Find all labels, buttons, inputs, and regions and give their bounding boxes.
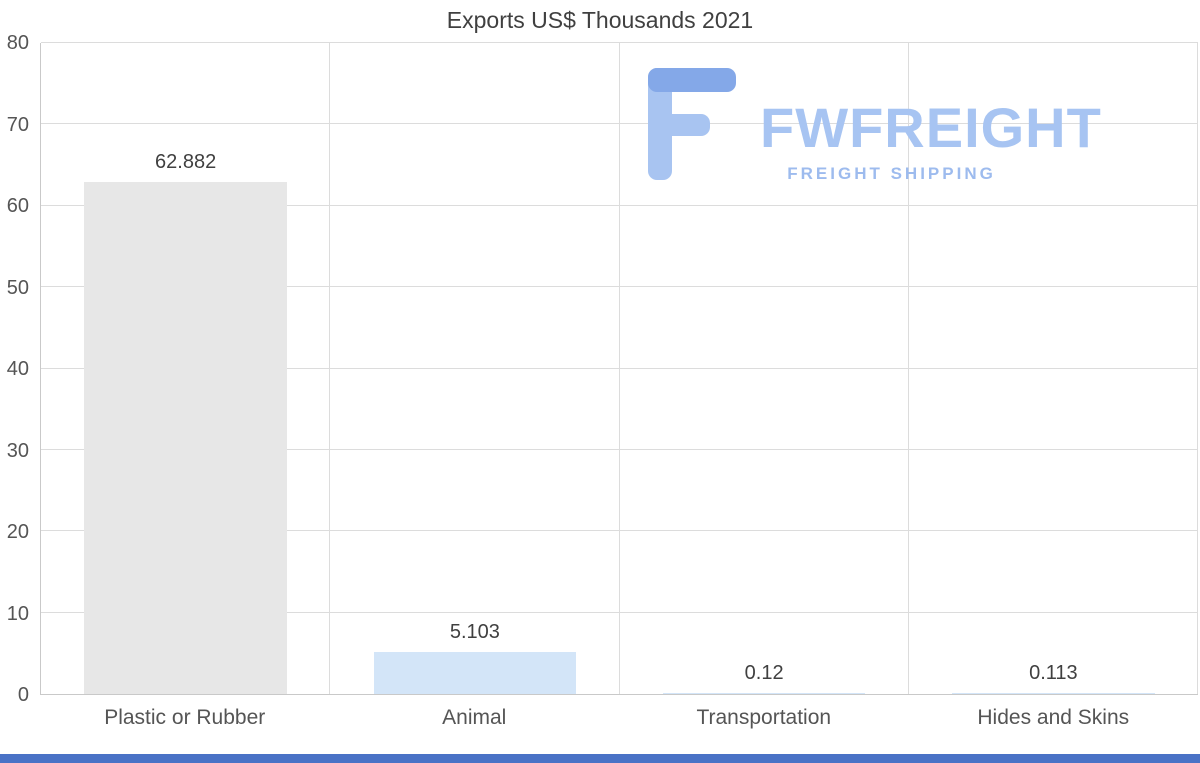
gridline-horizontal [41, 611, 1198, 613]
y-tick-label: 70 [6, 113, 29, 136]
y-tick-label: 20 [6, 521, 29, 543]
y-tick-label: 50 [6, 276, 29, 299]
x-axis: Plastic or Rubber Animal Transportation Hid… [40, 706, 1198, 730]
bar-value-label: 5.103 [449, 621, 500, 644]
y-tick-label: 80 [6, 32, 29, 54]
bar-value-label: 62.882 [155, 151, 217, 174]
y-tick-label: 40 [6, 358, 29, 380]
gridline-horizontal [41, 204, 1198, 206]
x-axis-label: Animal [442, 706, 507, 729]
gridline-horizontal [41, 286, 1198, 288]
x-axis-label: Transportation [696, 706, 832, 729]
bar [662, 693, 866, 694]
gridline-vertical [907, 43, 909, 694]
y-tick-label: 10 [6, 602, 29, 625]
x-axis-label: Plastic or Rubber [104, 706, 266, 729]
x-axis-label: Hides and Skins [977, 706, 1130, 729]
gridline-horizontal [41, 42, 1198, 43]
y-axis: 0 10 20 30 40 50 60 70 80 [0, 33, 33, 705]
bar [84, 182, 287, 694]
plot-area: 62.882 5.103 0.12 0.113 [40, 42, 1198, 695]
bar-value-label: 0.113 [1029, 662, 1078, 684]
gridline-horizontal [41, 367, 1198, 369]
y-tick-label: 60 [6, 195, 29, 217]
bar [952, 693, 1155, 694]
gridline-horizontal [41, 448, 1198, 450]
bar-value-label: 0.12 [744, 662, 784, 684]
bar [373, 652, 577, 694]
y-tick-label: 30 [6, 439, 29, 462]
gridline-vertical [1197, 43, 1198, 694]
gridline-vertical [618, 43, 620, 694]
y-tick-label: 0 [17, 684, 29, 706]
footer-accent-bar [0, 754, 1200, 763]
gridline-horizontal [41, 123, 1198, 125]
gridline-vertical [329, 43, 331, 694]
gridline-horizontal [41, 530, 1198, 532]
chart-title: Exports US$ Thousands 2021 [446, 7, 754, 33]
